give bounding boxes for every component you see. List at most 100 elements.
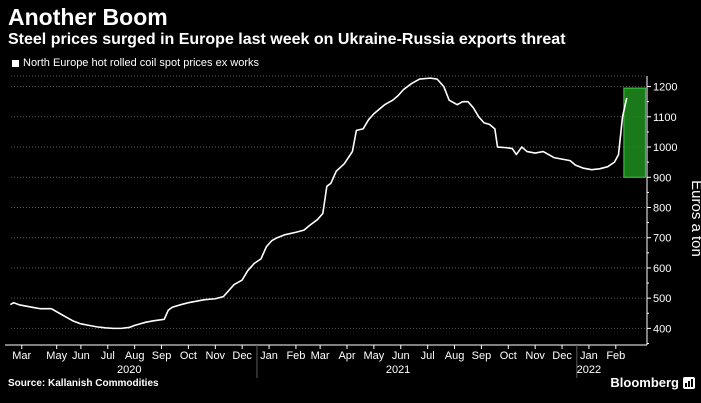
- x-tick-label-jul-3: Jul: [101, 350, 115, 362]
- y-tick-label-400: 400: [653, 323, 671, 335]
- x-tick-label-feb-10: Feb: [286, 350, 305, 362]
- data-point-0-91: [617, 153, 619, 155]
- x-tick-label-mar-0: Mar: [12, 350, 31, 362]
- x-tick-label-sep-17: Sep: [472, 350, 492, 362]
- data-point-0-59: [410, 82, 412, 84]
- data-point-0-33: [246, 270, 248, 272]
- data-point-0-5: [39, 308, 41, 310]
- data-point-0-81: [547, 153, 549, 155]
- data-point-0-21: [163, 318, 165, 320]
- data-point-0-80: [542, 150, 544, 152]
- x-tick-label-feb-22: Feb: [606, 350, 625, 362]
- data-point-0-92: [621, 116, 623, 118]
- data-point-0-25: [187, 301, 189, 303]
- data-point-0-14: [112, 327, 114, 329]
- x-tick-label-jun-14: Jun: [392, 350, 410, 362]
- x-tick-label-jun-2: Jun: [72, 350, 90, 362]
- legend-swatch: [12, 59, 19, 67]
- data-point-0-56: [392, 99, 394, 101]
- chart-title: Another Boom: [8, 4, 168, 30]
- data-point-0-64: [448, 99, 450, 101]
- data-point-0-50: [355, 129, 357, 131]
- data-point-0-39: [284, 233, 286, 235]
- data-point-0-58: [402, 88, 404, 90]
- data-point-0-84: [569, 159, 571, 161]
- y-axis-title: Euros a ton: [688, 180, 701, 257]
- x-tick-label-mar-11: Mar: [311, 350, 330, 362]
- y-tick-label-1000: 1000: [653, 142, 677, 154]
- data-point-0-93: [625, 97, 627, 99]
- data-point-0-20: [152, 320, 154, 322]
- data-point-0-82: [553, 156, 555, 158]
- x-tick-label-oct-18: Oct: [500, 350, 517, 362]
- data-point-0-42: [308, 224, 310, 226]
- y-tick-label-1200: 1200: [653, 82, 677, 94]
- data-point-0-75: [511, 147, 513, 149]
- data-point-0-85: [574, 164, 576, 166]
- data-point-0-9: [72, 320, 74, 322]
- data-point-0-19: [144, 321, 146, 323]
- data-point-0-26: [195, 300, 197, 302]
- data-point-0-48: [343, 162, 345, 164]
- data-point-0-2: [18, 304, 20, 306]
- x-tick-label-nov-7: Nov: [206, 350, 226, 362]
- data-point-0-29: [222, 295, 224, 297]
- data-point-0-37: [271, 240, 273, 242]
- y-tick-label-500: 500: [653, 293, 671, 305]
- data-point-0-72: [494, 128, 496, 130]
- chart-subtitle: Steel prices surged in Europe last week …: [8, 31, 566, 48]
- data-point-0-88: [598, 168, 600, 170]
- data-point-0-3: [26, 305, 28, 307]
- x-tick-label-oct-6: Oct: [180, 350, 197, 362]
- data-point-0-13: [104, 327, 106, 329]
- data-point-0-1: [12, 301, 14, 303]
- x-tick-label-jan-9: Jan: [260, 350, 278, 362]
- data-point-0-63: [443, 85, 445, 87]
- data-point-0-18: [139, 323, 141, 325]
- legend-label: North Europe hot rolled coil spot prices…: [23, 57, 259, 69]
- x-year-label-2022: 2022: [577, 364, 601, 376]
- data-point-0-28: [214, 298, 216, 300]
- data-point-0-6: [50, 308, 52, 310]
- data-point-0-55: [383, 104, 385, 106]
- x-tick-label-sep-5: Sep: [152, 350, 172, 362]
- data-point-0-10: [80, 323, 82, 325]
- data-point-0-16: [128, 326, 130, 328]
- price-series-line: [10, 77, 628, 330]
- x-year-label-2020: 2020: [117, 364, 141, 376]
- x-tick-label-jan-21: Jan: [580, 350, 598, 362]
- bloomberg-logo: Bloomberg: [610, 375, 679, 390]
- data-point-0-86: [582, 167, 584, 169]
- data-point-0-46: [330, 182, 332, 184]
- data-point-0-23: [171, 306, 173, 308]
- data-point-0-67: [467, 100, 469, 102]
- x-tick-label-may-13: May: [363, 350, 384, 362]
- x-tick-label-may-1: May: [46, 350, 67, 362]
- data-point-0-70: [483, 122, 485, 124]
- data-point-0-47: [335, 170, 337, 172]
- data-point-0-11: [88, 324, 90, 326]
- data-point-0-79: [534, 152, 536, 154]
- x-tick-label-aug-16: Aug: [445, 350, 465, 362]
- x-tick-label-dec-8: Dec: [232, 350, 252, 362]
- data-point-0-4: [34, 307, 36, 309]
- data-point-0-17: [133, 324, 135, 326]
- data-point-0-87: [590, 169, 592, 171]
- x-tick-label-nov-19: Nov: [525, 350, 545, 362]
- data-point-0-65: [456, 104, 458, 106]
- data-point-0-35: [260, 258, 262, 260]
- data-point-0-45: [326, 185, 328, 187]
- bloomberg-badge-icon: [683, 377, 695, 389]
- data-point-0-78: [526, 150, 528, 152]
- data-point-0-51: [362, 128, 364, 130]
- data-point-0-41: [303, 229, 305, 231]
- y-tick-label-1100: 1100: [653, 112, 677, 124]
- data-point-0-24: [179, 304, 181, 306]
- data-point-0-53: [373, 113, 375, 115]
- data-point-0-22: [167, 309, 169, 311]
- data-point-0-76: [515, 153, 517, 155]
- data-point-0-38: [276, 237, 278, 239]
- data-point-0-54: [378, 108, 380, 110]
- data-point-0-68: [472, 107, 474, 109]
